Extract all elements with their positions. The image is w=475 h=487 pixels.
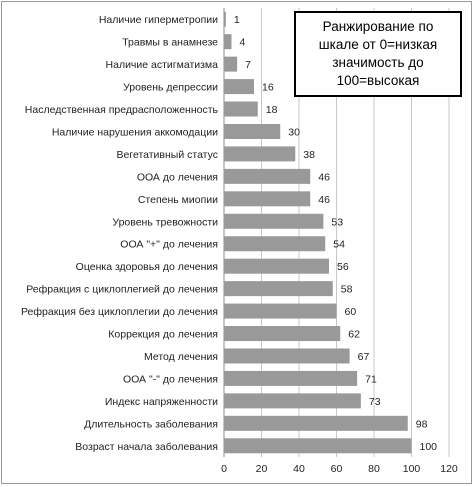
category-label: Наследственная предрасположенность [25, 104, 219, 116]
value-label: 71 [365, 373, 377, 385]
value-label: 38 [303, 149, 315, 161]
category-label: Длительность заболевания [84, 418, 218, 430]
category-label: Наличие гиперметропии [99, 14, 218, 26]
annotation-box: Ранжирование по шкале от 0=низкая значим… [294, 11, 462, 97]
value-label: 60 [345, 306, 357, 318]
bar [224, 393, 361, 409]
category-label: ООА до лечения [137, 171, 218, 183]
category-label: Степень миопии [138, 194, 218, 206]
bar [224, 213, 324, 229]
value-label: 53 [331, 216, 343, 228]
category-label: ООА "+" до лечения [120, 239, 218, 251]
bar [224, 34, 232, 50]
bars [224, 11, 412, 454]
category-label: Наличие нарушения аккомодации [52, 126, 218, 138]
value-label: 18 [266, 104, 278, 116]
value-label: 16 [262, 82, 274, 94]
category-label: Рефракция с циклоплегией до лечения [26, 284, 218, 296]
annotation-text: Ранжирование по шкале от 0=низкая значим… [318, 19, 438, 88]
value-label: 46 [318, 194, 330, 206]
x-axis-ticks: 0 20 40 60 80 100 120 [221, 463, 458, 475]
value-label: 30 [288, 126, 300, 138]
bar [224, 348, 350, 364]
bar [224, 438, 412, 454]
x-tick-label: 80 [368, 463, 380, 475]
category-label: Возраст начала заболевания [75, 441, 218, 453]
value-label: 98 [416, 418, 428, 430]
value-label: 67 [358, 351, 370, 363]
category-label: Вегетативный статус [117, 149, 218, 161]
x-tick-label: 40 [293, 463, 305, 475]
bar [224, 415, 408, 431]
x-tick-label: 0 [221, 463, 227, 475]
value-label: 1 [234, 14, 240, 26]
value-label: 4 [240, 37, 246, 49]
bar [224, 101, 258, 117]
x-tick-label: 60 [331, 463, 343, 475]
value-label: 7 [245, 59, 251, 71]
bar [224, 370, 358, 386]
value-label: 62 [348, 329, 360, 341]
bar [224, 79, 254, 95]
category-label: Индекс напряженности [105, 396, 218, 408]
value-label: 56 [337, 261, 349, 273]
bar [224, 303, 337, 319]
bar [224, 123, 281, 139]
bar [224, 168, 311, 184]
category-label: Рефракция без циклоплегии до лечения [21, 306, 218, 318]
category-label: Травмы в анамнезе [122, 37, 218, 49]
bar [224, 11, 226, 27]
bar [224, 56, 238, 72]
category-label: Оценка здоровья до лечения [76, 261, 218, 273]
x-tick-label: 100 [403, 463, 421, 475]
bar [224, 236, 326, 252]
category-label: Наличие астигматизма [106, 59, 219, 71]
category-label: ООА "-" до лечения [123, 373, 218, 385]
category-label: Коррекция до лечения [108, 329, 218, 341]
bar [224, 191, 311, 207]
labels: Наличие гиперметропии 1 Травмы в анамнезе 4… [21, 14, 437, 453]
value-label: 54 [333, 239, 345, 251]
category-label: Уровень тревожности [112, 216, 218, 228]
x-tick-label: 120 [440, 463, 458, 475]
category-label: Метод лечения [144, 351, 218, 363]
bar [224, 258, 329, 274]
value-label: 100 [420, 441, 438, 453]
value-label: 58 [341, 284, 353, 296]
bar [224, 326, 341, 342]
value-label: 73 [369, 396, 381, 408]
bar [224, 146, 296, 162]
value-label: 46 [318, 171, 330, 183]
x-tick-label: 20 [256, 463, 268, 475]
bar [224, 281, 333, 297]
category-label: Уровень депрессии [123, 82, 218, 94]
